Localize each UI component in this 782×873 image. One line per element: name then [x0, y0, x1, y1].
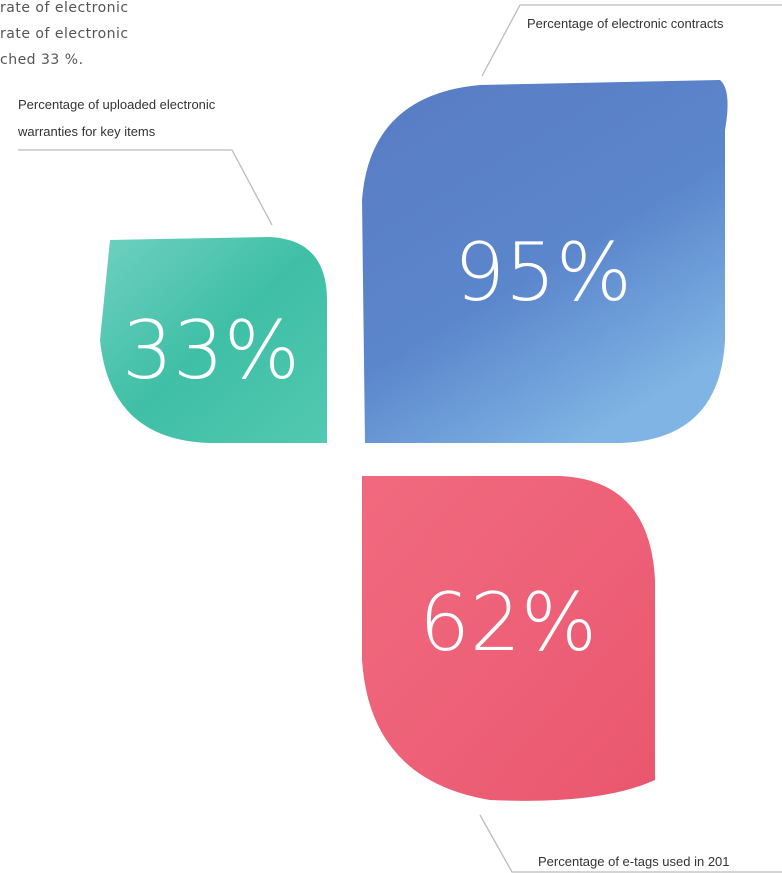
- value-blue: 95%: [454, 226, 632, 319]
- leader-line: [481, 4, 782, 77]
- intro-line: rate of electronic: [0, 0, 129, 16]
- teal-shape: [100, 237, 327, 443]
- leader-line: [18, 149, 273, 226]
- intro-line: ched 33 %.: [0, 52, 84, 68]
- intro-line: rate of electronic: [0, 26, 129, 42]
- value-teal: 33%: [122, 304, 300, 397]
- label: Percentage of electronic contracts: [527, 16, 724, 31]
- pink-shape: [362, 476, 655, 801]
- value-pink: 62%: [419, 576, 597, 669]
- blue-shape: [362, 80, 728, 443]
- leader-line: [479, 814, 782, 873]
- label: Percentage of e-tags used in 201: [538, 854, 730, 869]
- label: Percentage of uploaded electronic: [18, 97, 216, 112]
- label: warranties for key items: [17, 124, 156, 139]
